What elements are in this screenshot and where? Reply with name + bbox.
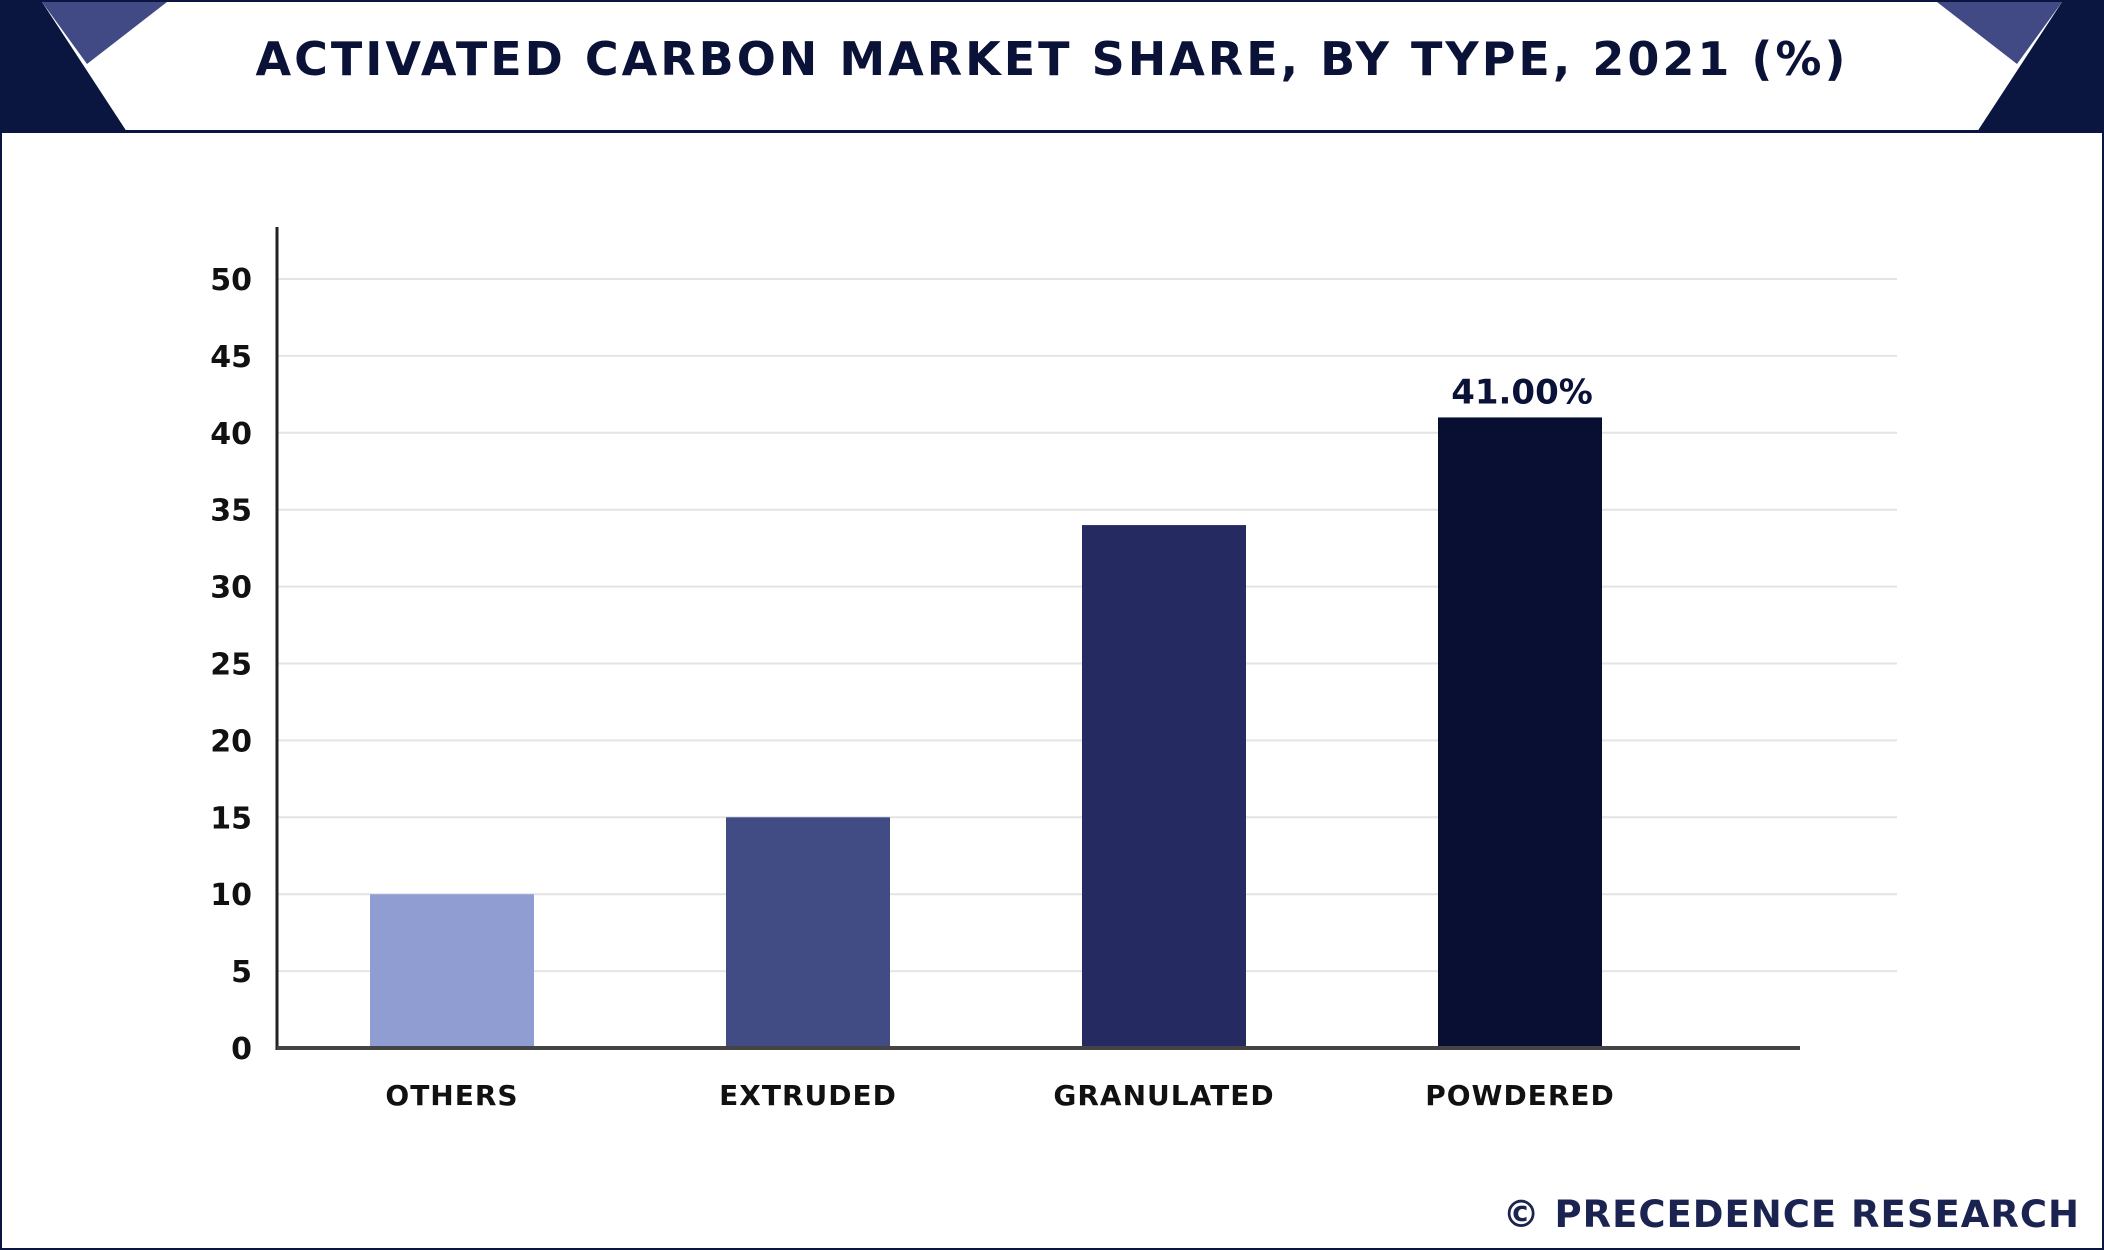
left-corner-accent xyxy=(42,2,167,64)
y-tick-label: 10 xyxy=(210,878,252,913)
right-corner-dark xyxy=(1977,2,2102,132)
y-tick-label: 15 xyxy=(210,801,252,836)
header-decoration xyxy=(2,2,2102,132)
header-banner: ACTIVATED CARBON MARKET SHARE, BY TYPE, … xyxy=(2,2,2102,133)
chart-title: ACTIVATED CARBON MARKET SHARE, BY TYPE, … xyxy=(255,32,1849,86)
y-tick-label: 50 xyxy=(210,263,252,298)
y-tick-label: 25 xyxy=(210,648,252,683)
right-corner-accent xyxy=(1937,2,2062,64)
y-tick-label: 0 xyxy=(231,1032,252,1067)
data-label: 41.00% xyxy=(1451,372,1593,412)
y-tick-label: 30 xyxy=(210,571,252,606)
x-tick-label: EXTRUDED xyxy=(719,1079,897,1112)
y-tick-label: 20 xyxy=(210,724,252,759)
y-tick-label: 35 xyxy=(210,494,252,529)
brand-watermark: © PRECEDENCE RESEARCH xyxy=(1502,1193,2080,1236)
x-tick-label: OTHERS xyxy=(385,1079,518,1112)
bar-granulated xyxy=(1082,525,1246,1048)
bar-others xyxy=(370,894,534,1048)
x-tick-label: POWDERED xyxy=(1425,1079,1615,1112)
y-tick-label: 40 xyxy=(210,417,252,452)
bar-powdered xyxy=(1438,417,1602,1048)
left-corner-dark xyxy=(2,2,127,132)
bar-extruded xyxy=(726,817,890,1048)
y-tick-label: 5 xyxy=(231,955,252,990)
y-tick-label: 45 xyxy=(210,340,252,375)
x-tick-label: GRANULATED xyxy=(1053,1079,1274,1112)
header-divider xyxy=(2,130,2102,133)
